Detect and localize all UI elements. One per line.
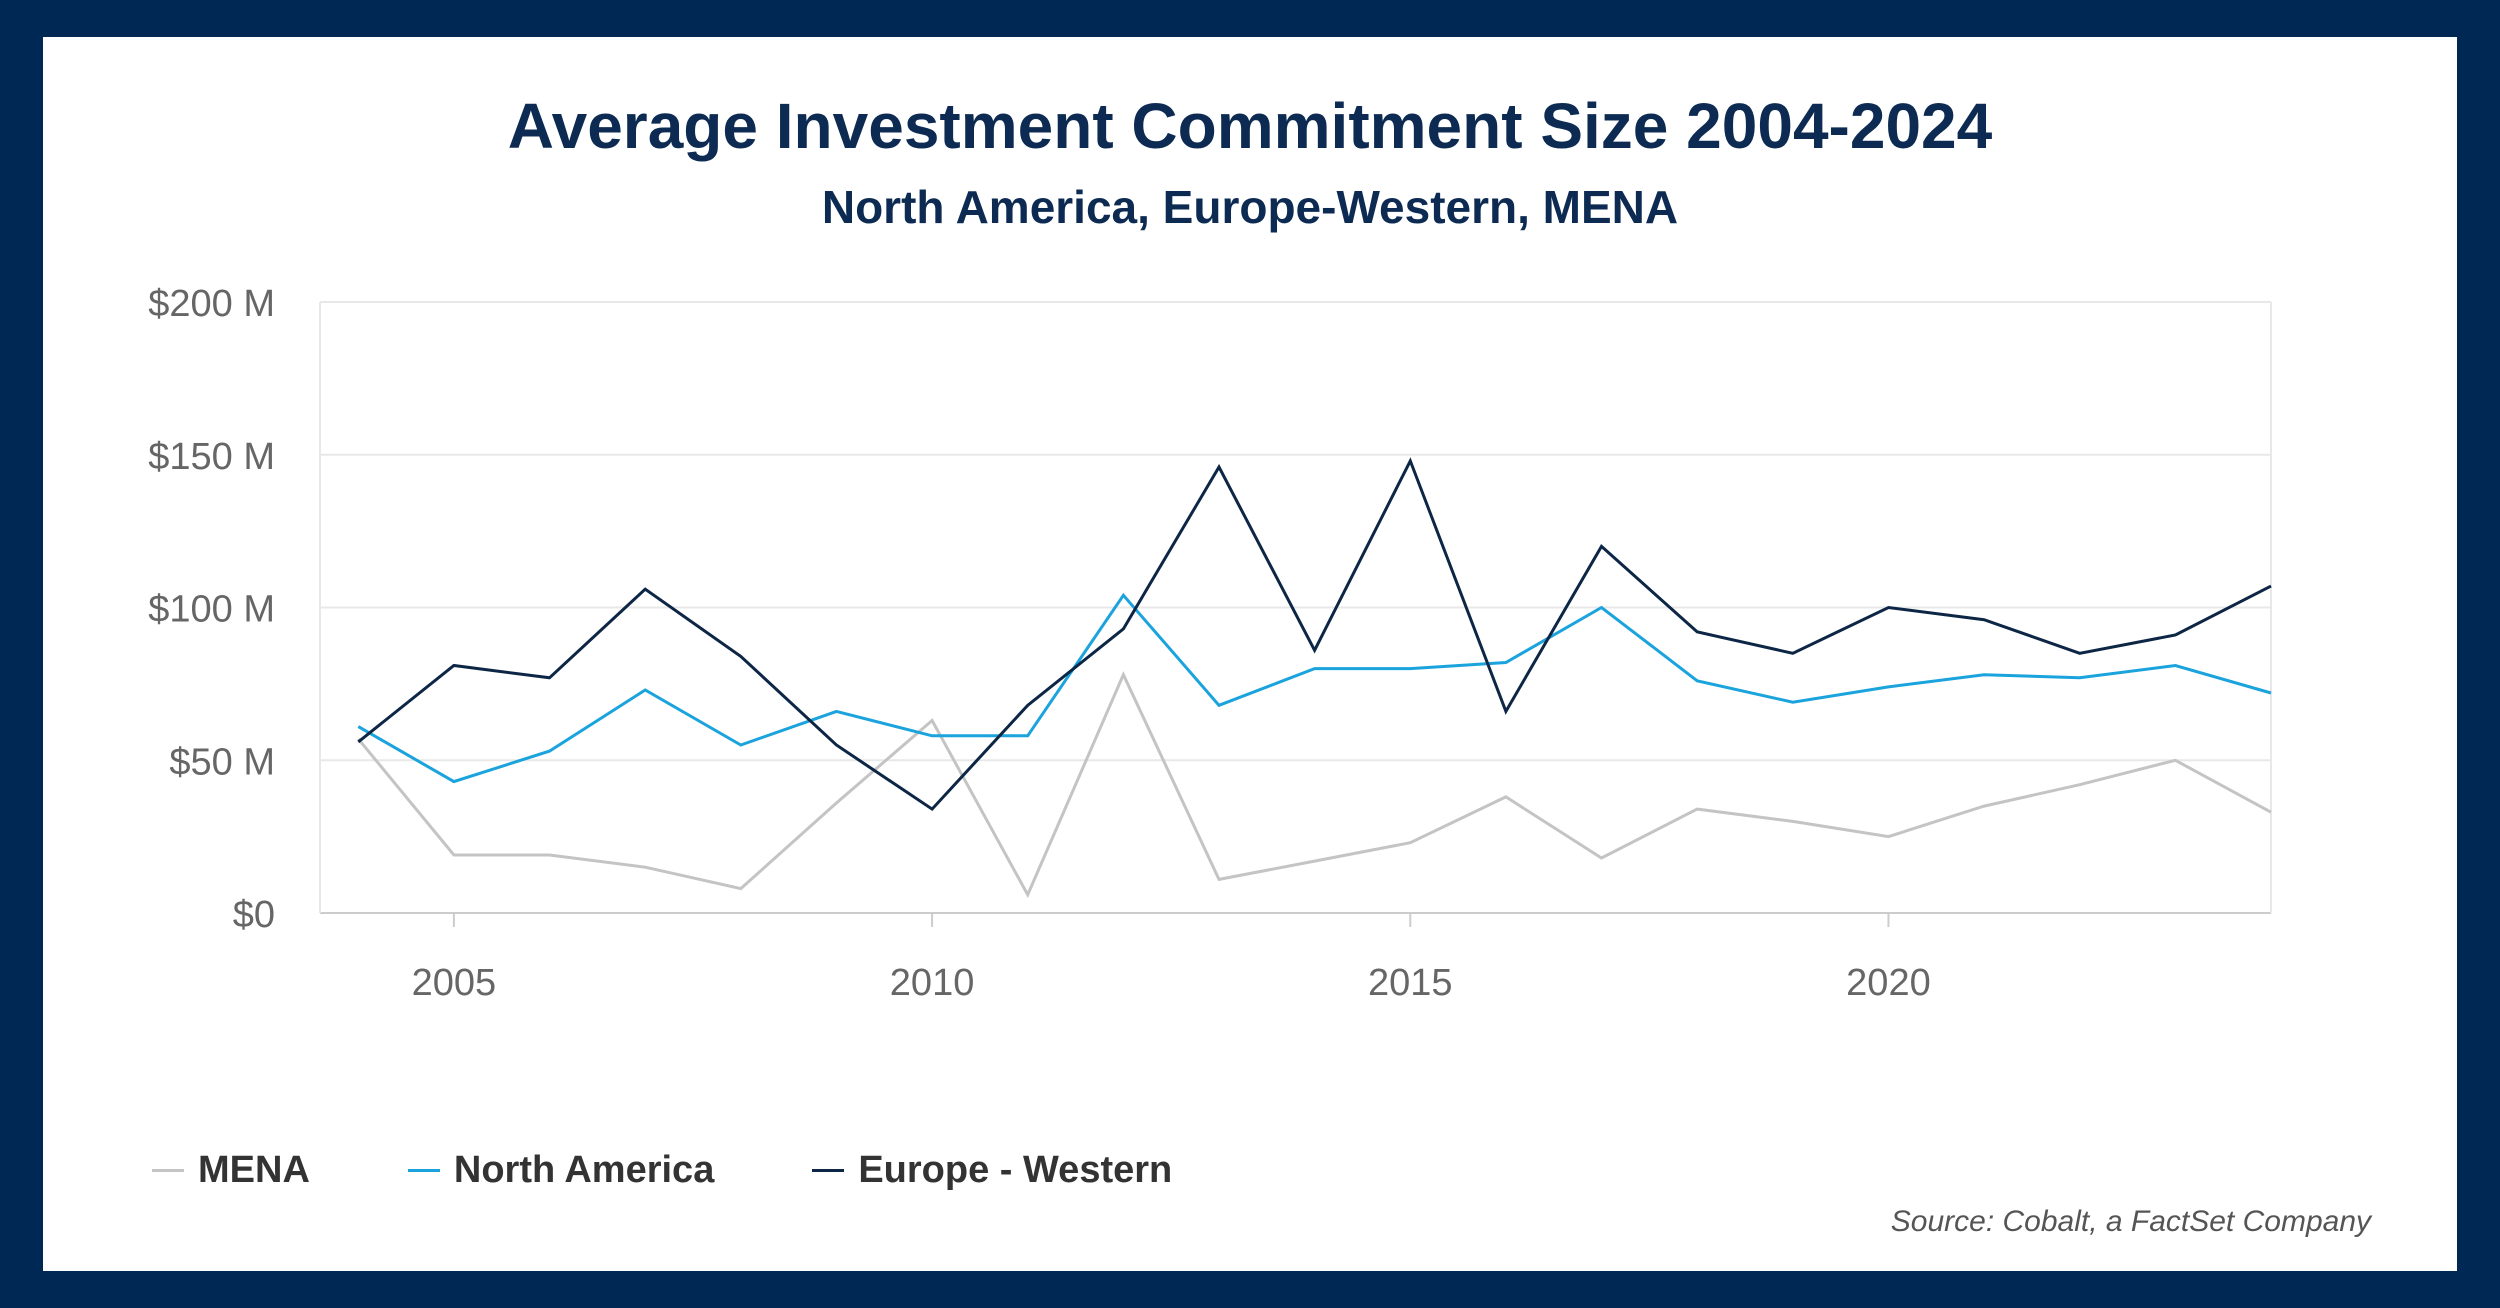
x-tick-label: 2015 [1368,962,1453,1004]
axis-labels: $0 $50 M $100 M $150 M $200 M 2005 2010 2015 202… [148,283,1930,1004]
legend-swatch [812,1169,845,1172]
x-tick-label: 2010 [890,962,975,1004]
y-tick-label: $100 M [148,589,275,631]
y-tick-label: $0 [233,894,275,936]
series-line-europe-western [357,457,2272,812]
chart-card: Average Investment Commitment Size 2004-… [43,37,2457,1271]
legend: MENA North America Europe - Western [152,1149,1270,1192]
y-tick-label: $150 M [148,436,275,478]
series-line-mena [357,671,2272,899]
grid-lines [319,301,2272,914]
x-tick-label: 2020 [1846,962,1931,1004]
legend-label: Europe - Western [858,1149,1173,1191]
legend-label: North America [453,1149,715,1191]
x-tick-label: 2005 [412,962,497,1004]
legend-swatch [407,1169,440,1172]
series-line-north-america [357,592,2272,784]
source-note: Source: Cobalt, a FactSet Company [1890,1205,2371,1238]
y-tick-label: $200 M [148,283,275,325]
legend-label: MENA [198,1149,310,1191]
y-tick-label: $50 M [169,741,275,783]
legend-item-mena: MENA [152,1149,310,1192]
legend-item-europe-western: Europe - Western [812,1149,1172,1192]
series-lines [357,457,2272,899]
chart-title: Average Investment Commitment Size 2004-… [507,90,1993,162]
legend-item-north-america: North America [407,1149,715,1192]
legend-swatch [152,1169,184,1172]
line-chart: $0 $50 M $100 M $150 M $200 M 2005 2010 2015 202… [148,283,2272,1004]
chart-subtitle: North America, Europe-Western, MENA [821,181,1679,233]
